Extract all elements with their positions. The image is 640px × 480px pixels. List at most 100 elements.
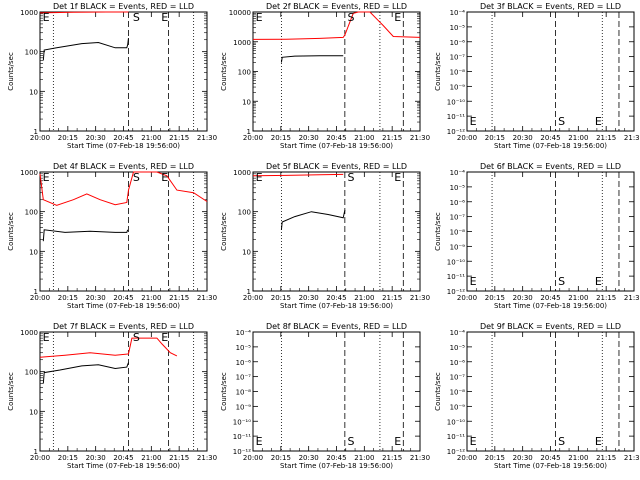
event-marker: E bbox=[43, 331, 50, 344]
chart-title: Det 1f BLACK = Events, RED = LLD bbox=[53, 2, 194, 11]
x-tick-label: 20:00 bbox=[30, 134, 50, 142]
panel-det-3: Det 3f BLACK = Events, RED = LLD 10⁻¹² 10⁻… bbox=[434, 2, 640, 150]
y-axis-label: Counts/sec bbox=[434, 212, 442, 251]
x-axis-label: Start Time (07-Feb-18 19:56:00) bbox=[67, 302, 180, 310]
x-tick-label: 21:30 bbox=[624, 134, 640, 142]
y-tick-label: 10⁻¹⁰ bbox=[447, 418, 465, 426]
x-tick-label: 20:30 bbox=[86, 294, 106, 302]
y-tick-label: 10⁻¹² bbox=[447, 448, 465, 456]
series-lld bbox=[39, 171, 208, 206]
y-tick-label: 10⁻¹⁰ bbox=[233, 418, 251, 426]
y-tick-label: 10⁻¹¹ bbox=[447, 433, 465, 441]
x-axis-label: Start Time (07-Feb-18 19:56:00) bbox=[67, 142, 180, 150]
x-tick-label: 20:30 bbox=[299, 134, 319, 142]
y-tick-label: 1 bbox=[34, 288, 38, 296]
x-tick-label: 20:15 bbox=[271, 294, 291, 302]
x-tick-label: 21:30 bbox=[197, 294, 217, 302]
series-events bbox=[280, 209, 346, 230]
x-tick-label: 20:30 bbox=[86, 454, 106, 462]
x-tick-label: 20:30 bbox=[299, 454, 319, 462]
y-tick-label: 1 bbox=[247, 128, 251, 136]
x-tick-label: 20:00 bbox=[243, 134, 263, 142]
event-marker: E bbox=[470, 435, 477, 448]
y-axis-label: Counts/sec bbox=[220, 52, 228, 91]
y-tick-label: 10⁻⁵ bbox=[450, 184, 466, 192]
plot-frame bbox=[39, 171, 208, 292]
y-tick-label: 1000 bbox=[20, 9, 38, 17]
y-tick-label: 10⁻⁸ bbox=[450, 69, 466, 77]
y-axis-label: Counts/sec bbox=[7, 52, 15, 91]
x-tick-label: 21:30 bbox=[410, 294, 430, 302]
y-tick-label: 10⁻⁶ bbox=[450, 39, 466, 47]
event-marker: E bbox=[394, 11, 401, 24]
x-tick-label: 20:45 bbox=[113, 454, 133, 462]
y-axis-label: Counts/sec bbox=[220, 212, 228, 251]
series-events bbox=[42, 38, 129, 61]
x-axis-label: Start Time (07-Feb-18 19:56:00) bbox=[494, 462, 607, 470]
event-marker: E bbox=[161, 11, 168, 24]
x-tick-label: 21:15 bbox=[596, 294, 616, 302]
y-tick-label: 1000 bbox=[20, 169, 38, 177]
event-marker: S bbox=[558, 115, 565, 128]
x-tick-label: 21:30 bbox=[624, 454, 640, 462]
y-tick-label: 10⁻⁵ bbox=[450, 24, 466, 32]
chart-title: Det 5f BLACK = Events, RED = LLD bbox=[266, 162, 407, 171]
y-tick-label: 10 bbox=[29, 248, 38, 256]
x-axis-label: Start Time (07-Feb-18 19:56:00) bbox=[280, 462, 393, 470]
plot-frame bbox=[252, 11, 421, 132]
plot-frame bbox=[39, 11, 208, 132]
y-tick-label: 10 bbox=[29, 88, 38, 96]
y-tick-label: 10⁻⁴ bbox=[450, 9, 466, 17]
y-tick-label: 10⁻¹¹ bbox=[447, 273, 465, 281]
y-tick-label: 10⁻⁹ bbox=[450, 243, 466, 251]
x-tick-label: 20:15 bbox=[271, 134, 291, 142]
panel-det-8: Det 8f BLACK = Events, RED = LLD 10⁻¹² 10⁻… bbox=[220, 322, 430, 470]
x-tick-label: 21:15 bbox=[382, 134, 402, 142]
y-tick-label: 10000 bbox=[229, 9, 251, 17]
y-tick-label: 10⁻⁹ bbox=[450, 403, 466, 411]
panel-det-7: Det 7f BLACK = Events, RED = LLD 1 10 100 10… bbox=[7, 322, 217, 470]
x-tick-label: 20:45 bbox=[540, 134, 560, 142]
x-tick-label: 21:15 bbox=[382, 454, 402, 462]
y-tick-label: 10 bbox=[29, 408, 38, 416]
y-tick-label: 100 bbox=[25, 369, 38, 377]
x-tick-label: 20:45 bbox=[326, 294, 346, 302]
y-tick-label: 1000 bbox=[233, 169, 251, 177]
event-marker: E bbox=[256, 171, 263, 184]
series-lld bbox=[39, 11, 129, 14]
y-tick-label: 10⁻⁴ bbox=[450, 169, 466, 177]
x-tick-label: 20:45 bbox=[540, 454, 560, 462]
y-tick-label: 10⁻⁹ bbox=[450, 83, 466, 91]
x-tick-label: 20:30 bbox=[513, 454, 533, 462]
event-marker: S bbox=[348, 435, 355, 448]
x-tick-label: 21:00 bbox=[354, 454, 374, 462]
y-axis-label: Counts/sec bbox=[434, 372, 442, 411]
x-axis-label: Start Time (07-Feb-18 19:56:00) bbox=[494, 302, 607, 310]
x-tick-label: 20:15 bbox=[485, 294, 505, 302]
y-axis-label: Counts/sec bbox=[220, 372, 228, 411]
x-tick-label: 20:45 bbox=[113, 134, 133, 142]
y-tick-label: 10⁻⁸ bbox=[450, 389, 466, 397]
y-tick-label: 10⁻⁷ bbox=[236, 374, 252, 382]
y-tick-label: 1000 bbox=[233, 39, 251, 47]
plot-frame bbox=[466, 171, 635, 292]
x-tick-label: 21:00 bbox=[354, 294, 374, 302]
x-tick-label: 21:30 bbox=[410, 134, 430, 142]
chart-title: Det 9f BLACK = Events, RED = LLD bbox=[480, 322, 621, 331]
y-tick-label: 10⁻¹¹ bbox=[233, 433, 251, 441]
y-tick-label: 100 bbox=[25, 209, 38, 217]
y-tick-label: 1 bbox=[34, 448, 38, 456]
plot-frame bbox=[252, 331, 421, 452]
series-lld bbox=[252, 11, 421, 40]
panel-det-9: Det 9f BLACK = Events, RED = LLD 10⁻¹² 10⁻… bbox=[434, 322, 640, 470]
x-tick-label: 20:30 bbox=[299, 294, 319, 302]
chart-title: Det 7f BLACK = Events, RED = LLD bbox=[53, 322, 194, 331]
y-tick-label: 10⁻⁵ bbox=[450, 344, 466, 352]
event-marker: E bbox=[161, 171, 168, 184]
x-tick-label: 21:00 bbox=[141, 454, 161, 462]
y-tick-label: 10⁻¹⁰ bbox=[447, 98, 465, 106]
x-tick-label: 20:45 bbox=[113, 294, 133, 302]
series-events bbox=[42, 229, 129, 242]
plot-frame bbox=[466, 331, 635, 452]
